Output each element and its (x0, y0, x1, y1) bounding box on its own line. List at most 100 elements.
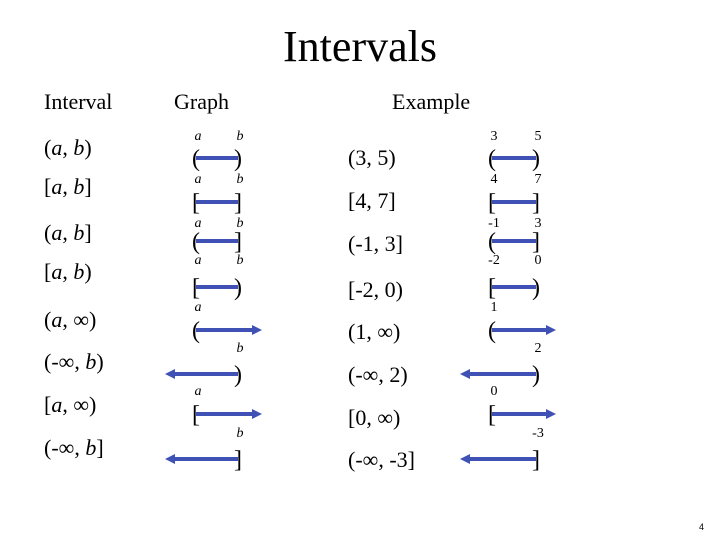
example-graph-8-left-arrow-icon (460, 454, 470, 464)
example-graph-1: (3) 5 (488, 129, 542, 172)
example-graph-2: [4] 7 (488, 172, 542, 216)
interval-notation-part: b (85, 435, 97, 460)
interval-notation-part: b (73, 259, 85, 284)
example-graph-3-left-bracket: ( (488, 229, 496, 255)
graph-2-left-bracket: [ (192, 190, 200, 216)
interval-notation-part: ( (44, 135, 52, 160)
interval-notation-part: a (51, 174, 63, 199)
example-graph-4-right-bracket: ) (532, 275, 540, 301)
example-graph-2-left-label: 4 (491, 172, 498, 187)
example-graph-1-left-bracket: ( (488, 146, 496, 172)
graph-2: [ a] b (192, 172, 244, 216)
graph-4-right-bracket: ) (234, 275, 242, 301)
graph-1-left-bracket: ( (192, 146, 200, 172)
graph-8: ]b (165, 426, 244, 473)
interval-notation-part: [ (44, 392, 52, 417)
graph-2-right-bracket: ] (234, 190, 242, 216)
interval-notation-part: ] (96, 435, 104, 460)
interval-notation: (-∞, b) (44, 348, 104, 376)
interval-notation-part: ) (96, 349, 104, 374)
interval-notation-part: a (51, 392, 63, 417)
graph-7: [a (192, 384, 262, 428)
example-graph-4-right-label: 0 (535, 253, 542, 268)
example-notation: (-1, 3] (348, 231, 403, 256)
graph-1-left-label: a (195, 129, 202, 144)
example-graph-7: [0 (488, 384, 556, 428)
slide-title: Intervals (283, 22, 437, 71)
example-graph-4-left-bracket: [ (488, 275, 496, 301)
graph-4-right-label: b (237, 253, 244, 268)
interval-notation-part: b (73, 220, 85, 245)
graph-6-right-bracket: ) (234, 362, 242, 388)
example-notation: [-2, 0) (348, 277, 403, 302)
example-graph-4-left-label: -2 (488, 253, 500, 268)
example-graph-7-left-label: 0 (491, 384, 498, 399)
interval-notation-part: [ (44, 174, 52, 199)
graph-5: (a (192, 300, 262, 344)
graph-2-left-label: a (195, 172, 202, 187)
graph-7-left-label: a (195, 384, 202, 399)
graph-7-left-bracket: [ (192, 402, 200, 428)
graph-5-right-arrow-icon (252, 325, 262, 335)
interval-notation-part: ) (84, 135, 92, 160)
interval-notation: [a, b) (44, 258, 92, 286)
interval-notation: (a, b] (44, 219, 92, 247)
graph-6-right-label: b (237, 341, 244, 356)
example-graph-2-left-bracket: [ (488, 190, 496, 216)
interval-column-header: Interval (44, 89, 113, 114)
example-graph-8-right-label: -3 (532, 426, 544, 441)
example-notation: (1, ∞) (348, 319, 401, 344)
interval-notation-part: , ∞) (62, 307, 97, 332)
example-notation: (3, 5) (348, 145, 396, 170)
interval-notation-part: b (73, 135, 85, 160)
example-notation: (-∞, 2) (348, 362, 408, 387)
interval-notation-part: , (62, 220, 74, 245)
example-graph-2-right-bracket: ] (532, 190, 540, 216)
example-graph-3-right-bracket: ] (532, 229, 540, 255)
interval-notation-part: b (85, 349, 97, 374)
interval-notation-part: [ (44, 259, 52, 284)
interval-notation-part: ( (44, 220, 52, 245)
graph-4: [ a) b (192, 253, 244, 301)
example-notation: (-∞, -3] (348, 447, 415, 472)
example-graph-6: )2 (460, 341, 542, 388)
graph-1-right-bracket: ) (234, 146, 242, 172)
interval-notation: (a, b) (44, 134, 92, 162)
example-graph-6-left-arrow-icon (460, 369, 470, 379)
interval-notation-part: , (62, 259, 74, 284)
interval-notation-part: a (51, 259, 63, 284)
interval-notation: (a, ∞) (44, 306, 96, 334)
graph-8-right-label: b (237, 426, 244, 441)
interval-notation-part: ] (84, 174, 92, 199)
graph-4-left-label: a (195, 253, 202, 268)
interval-notation-part: a (51, 220, 63, 245)
example-graph-4: [ -2) 0 (488, 253, 542, 301)
graph-3-right-label: b (237, 216, 244, 231)
example-graph-8: ] -3 (460, 426, 544, 473)
example-column-header: Example (392, 89, 471, 114)
example-graph-5: (1 (488, 300, 556, 344)
graph-5-left-bracket: ( (192, 318, 200, 344)
interval-notation: [a, b] (44, 173, 92, 201)
page-number: 4 (698, 522, 704, 532)
graph-1-right-label: b (237, 129, 244, 144)
interval-notation-part: ] (84, 220, 92, 245)
interval-notation-part: (-∞, (44, 435, 86, 460)
example-graph-3: (-1]3 (488, 216, 542, 255)
interval-notation-part: ) (84, 259, 92, 284)
example-graph-5-right-arrow-icon (546, 325, 556, 335)
example-graph-8-right-bracket: ] (532, 447, 540, 473)
graph-2-right-label: b (237, 172, 244, 187)
graph-4-left-bracket: [ (192, 275, 200, 301)
example-graph-1-right-bracket: ) (532, 146, 540, 172)
interval-notation-part: (-∞, (44, 349, 86, 374)
example-graph-6-right-bracket: ) (532, 362, 540, 388)
interval-notation-part: ( (44, 307, 52, 332)
graph-3-left-bracket: ( (192, 229, 200, 255)
interval-notation-part: , ∞) (62, 392, 97, 417)
graph-6: )b (165, 341, 244, 388)
example-graph-3-right-label: 3 (535, 216, 542, 231)
interval-notation-part: a (51, 307, 63, 332)
example-graph-5-left-bracket: ( (488, 318, 496, 344)
